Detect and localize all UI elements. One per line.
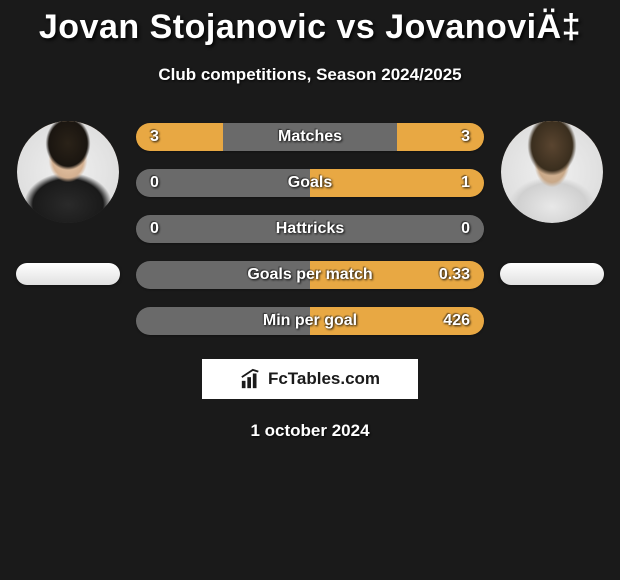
date-label: 1 october 2024 — [0, 421, 620, 441]
stat-right-value: 0.33 — [420, 266, 470, 284]
stat-bar: 0Goals1 — [136, 169, 484, 197]
stat-bar: 3Matches3 — [136, 123, 484, 151]
stat-left-value: 3 — [150, 128, 200, 146]
player-right-country-pill — [500, 263, 604, 285]
player-left-column — [16, 121, 120, 285]
player-left-country-pill — [16, 263, 120, 285]
chart-icon — [240, 368, 262, 390]
source-logo-box: FcTables.com — [202, 359, 418, 399]
stat-right-value: 426 — [420, 312, 470, 330]
stat-right-value: 3 — [420, 128, 470, 146]
stat-right-value: 0 — [420, 220, 470, 238]
player-left-avatar — [17, 121, 119, 223]
player-right-avatar — [501, 121, 603, 223]
avatar-image — [17, 121, 119, 223]
stat-left-value: 0 — [150, 174, 200, 192]
stat-label: Goals per match — [200, 266, 420, 284]
stat-label: Matches — [200, 128, 420, 146]
stat-right-value: 1 — [420, 174, 470, 192]
avatar-image — [501, 121, 603, 223]
stat-bar: Min per goal426 — [136, 307, 484, 335]
stat-left-value: 0 — [150, 220, 200, 238]
source-logo-text: FcTables.com — [268, 369, 380, 389]
player-right-column — [500, 121, 604, 285]
comparison-card: Jovan Stojanovic vs JovanoviÄ‡ Club comp… — [0, 0, 620, 441]
stat-bar: Goals per match0.33 — [136, 261, 484, 289]
stat-label: Min per goal — [200, 312, 420, 330]
stat-label: Goals — [200, 174, 420, 192]
stats-column: 3Matches30Goals10Hattricks0Goals per mat… — [136, 121, 484, 335]
subtitle: Club competitions, Season 2024/2025 — [0, 65, 620, 85]
comparison-area: 3Matches30Goals10Hattricks0Goals per mat… — [0, 121, 620, 335]
stat-label: Hattricks — [200, 220, 420, 238]
stat-bar: 0Hattricks0 — [136, 215, 484, 243]
page-title: Jovan Stojanovic vs JovanoviÄ‡ — [0, 8, 620, 47]
